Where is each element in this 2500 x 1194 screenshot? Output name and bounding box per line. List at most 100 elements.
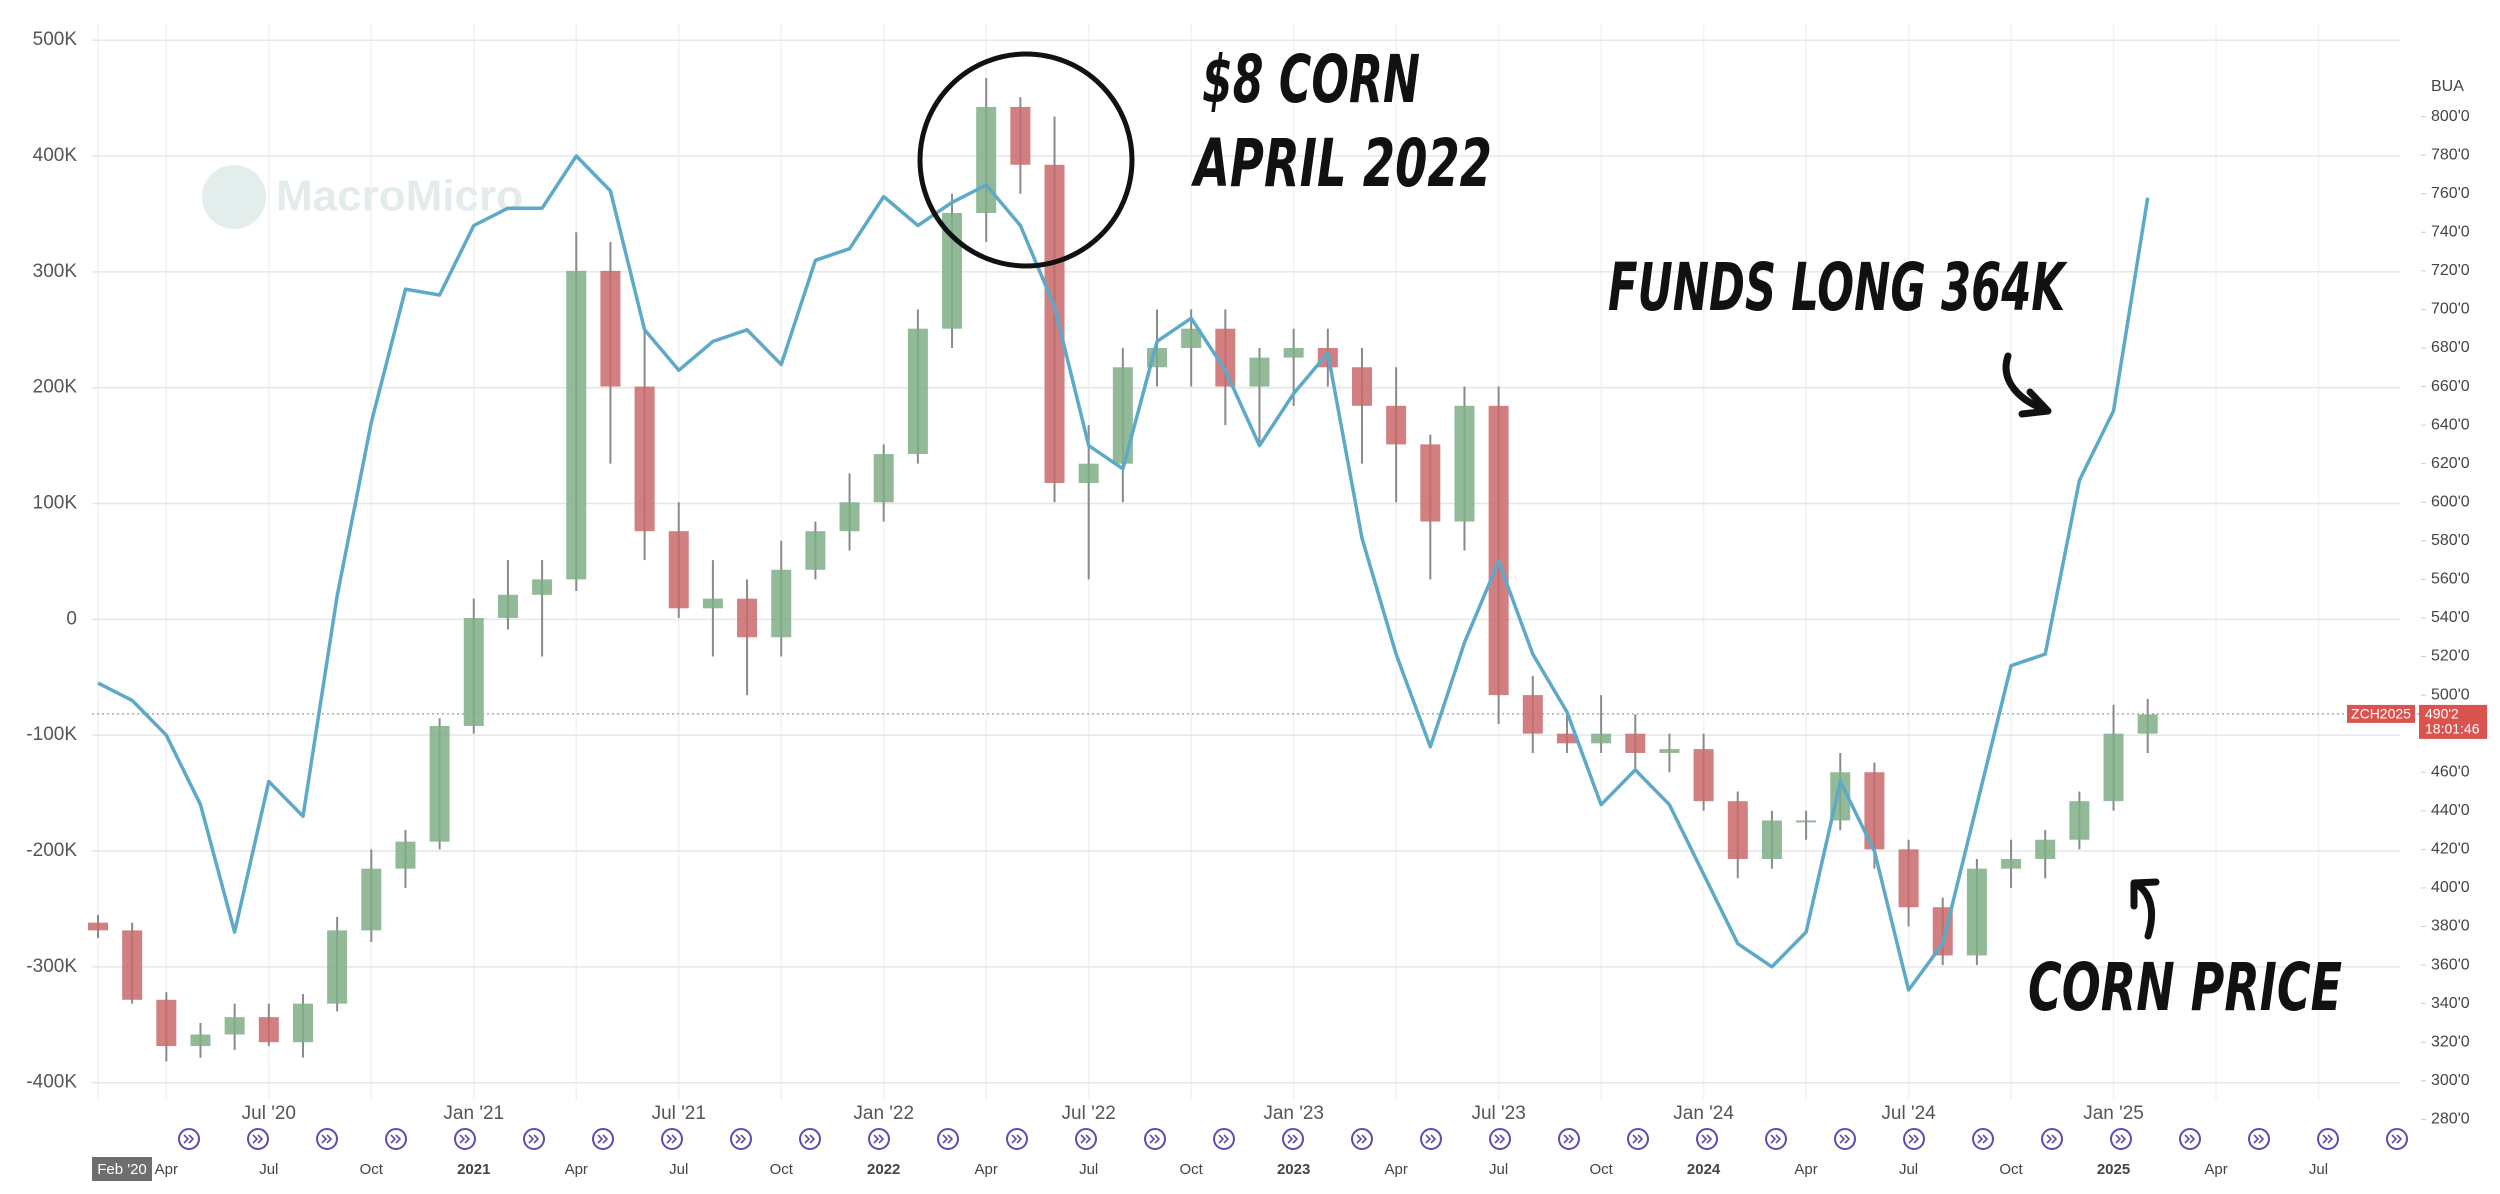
nav-icon[interactable]: [454, 1128, 476, 1150]
nav-icon-circle: [1972, 1128, 1994, 1150]
nav-icon[interactable]: [1627, 1128, 1649, 1150]
nav-icon-circle: [1696, 1128, 1718, 1150]
y2-tick-label: 640'0: [2431, 416, 2470, 433]
nav-icon[interactable]: [1006, 1128, 1028, 1150]
candle-body: [429, 725, 450, 842]
nav-icon[interactable]: [1696, 1128, 1718, 1150]
candle-body: [497, 594, 518, 618]
nav-icon[interactable]: [2179, 1128, 2201, 1150]
nav-icon[interactable]: [178, 1128, 200, 1150]
y-tick-label: 0: [66, 608, 77, 629]
candle-body: [292, 1003, 313, 1043]
y2-tick-label: 280'0: [2431, 1111, 2470, 1128]
nav-icon-circle: [523, 1128, 545, 1150]
nav-icon-circle: [730, 1128, 752, 1150]
nav-icon-arrow: [2253, 1134, 2265, 1144]
x-tick-label: Jul '20: [242, 1103, 296, 1124]
nav-icon[interactable]: [1351, 1128, 1373, 1150]
nav-icon[interactable]: [1765, 1128, 1787, 1150]
line-series: [97, 154, 2150, 992]
nav-icon-circle: [799, 1128, 821, 1150]
nav-icon-circle: [1558, 1128, 1580, 1150]
candle-body: [702, 598, 723, 609]
nav-icon[interactable]: [1213, 1128, 1235, 1150]
nav-icon[interactable]: [247, 1128, 269, 1150]
nav-icon[interactable]: [2248, 1128, 2270, 1150]
annotation: FUNDS LONG 364K: [1608, 249, 2068, 326]
nav-icon-arrow: [1218, 1134, 1230, 1144]
nav-icon[interactable]: [1282, 1128, 1304, 1150]
candle-body: [1864, 772, 1885, 850]
nav-icon[interactable]: [1834, 1128, 1856, 1150]
candle-body: [395, 841, 416, 869]
x-tick-label-minor: Apr: [155, 1161, 178, 1178]
candle-body: [976, 106, 997, 213]
candle-body: [634, 386, 655, 532]
y2-tick-label: 800'0: [2431, 108, 2470, 125]
nav-icon[interactable]: [1903, 1128, 1925, 1150]
nav-icon[interactable]: [730, 1128, 752, 1150]
x-tick-label-minor: Jul: [2309, 1161, 2328, 1178]
candle-body: [1591, 733, 1612, 744]
nav-icon-circle: [1765, 1128, 1787, 1150]
nav-icon-arrow: [1770, 1134, 1782, 1144]
annotation: $8 CORN: [1202, 41, 1420, 118]
nav-icon[interactable]: [661, 1128, 683, 1150]
nav-icon[interactable]: [1075, 1128, 1097, 1150]
nav-icon[interactable]: [2041, 1128, 2063, 1150]
candle-body: [1761, 820, 1782, 860]
nav-icon-circle: [1144, 1128, 1166, 1150]
nav-icon[interactable]: [316, 1128, 338, 1150]
background-layer: Feb '20 Apr Jul Oct 2021 Apr Jul Oct 2022 Apr Jul O…: [26, 24, 2470, 1181]
nav-icon[interactable]: [385, 1128, 407, 1150]
y2-tick-label: 500'0: [2431, 686, 2470, 703]
nav-icon-circle: [2248, 1128, 2270, 1150]
y2-tick-label: 600'0: [2431, 493, 2470, 510]
nav-icon-circle: [1351, 1128, 1373, 1150]
y2-tick-label: 660'0: [2431, 378, 2470, 395]
overlay-layer: $8 CORN APRIL 2022 FUNDS LONG 364K CORN …: [917, 41, 2487, 1026]
annotation-arrow-head: [2130, 878, 2160, 910]
x-tick-label: Jan '25: [2083, 1103, 2144, 1124]
candle-body: [88, 922, 108, 931]
nav-icon[interactable]: [2110, 1128, 2132, 1150]
nav-icon-arrow: [1356, 1134, 1368, 1144]
nav-icon[interactable]: [2317, 1128, 2339, 1150]
x-tick-label-minor: Jul: [669, 1161, 688, 1178]
nav-icon[interactable]: [799, 1128, 821, 1150]
candle-body: [258, 1017, 279, 1043]
nav-icon[interactable]: [1558, 1128, 1580, 1150]
annotation-arrow-head: [2018, 388, 2052, 418]
y-tick-label: -200K: [26, 840, 77, 861]
nav-icon[interactable]: [1144, 1128, 1166, 1150]
candle-body: [1420, 444, 1441, 522]
y2-tick-label: 560'0: [2431, 571, 2470, 588]
x-tick-label-minor: Jul: [1489, 1161, 1508, 1178]
nav-icon[interactable]: [1972, 1128, 1994, 1150]
candle-body: [1796, 820, 1817, 823]
nav-icon-arrow: [528, 1134, 540, 1144]
nav-icon-arrow: [1494, 1134, 1506, 1144]
candle-body: [907, 328, 928, 455]
nav-icon-circle: [1834, 1128, 1856, 1150]
candle-body: [1351, 367, 1372, 406]
candle-body: [2035, 839, 2056, 860]
nav-icon-arrow: [1080, 1134, 1092, 1144]
nav-icon-arrow: [597, 1134, 609, 1144]
y2-tick-label: 700'0: [2431, 301, 2470, 318]
nav-icon[interactable]: [868, 1128, 890, 1150]
candle-body: [224, 1017, 245, 1035]
nav-icon-circle: [385, 1128, 407, 1150]
nav-icon[interactable]: [1489, 1128, 1511, 1150]
nav-icon[interactable]: [523, 1128, 545, 1150]
nav-icon-circle: [868, 1128, 890, 1150]
y2-tick-label: 520'0: [2431, 648, 2470, 665]
nav-icon[interactable]: [592, 1128, 614, 1150]
nav-icon[interactable]: [1420, 1128, 1442, 1150]
candle-body: [566, 270, 587, 580]
nav-icon[interactable]: [2386, 1128, 2408, 1150]
nav-icon[interactable]: [937, 1128, 959, 1150]
y2-tick-label: 340'0: [2431, 995, 2470, 1012]
x-tick-label-minor: Apr: [2204, 1161, 2227, 1178]
y2-tick-label: 620'0: [2431, 455, 2470, 472]
